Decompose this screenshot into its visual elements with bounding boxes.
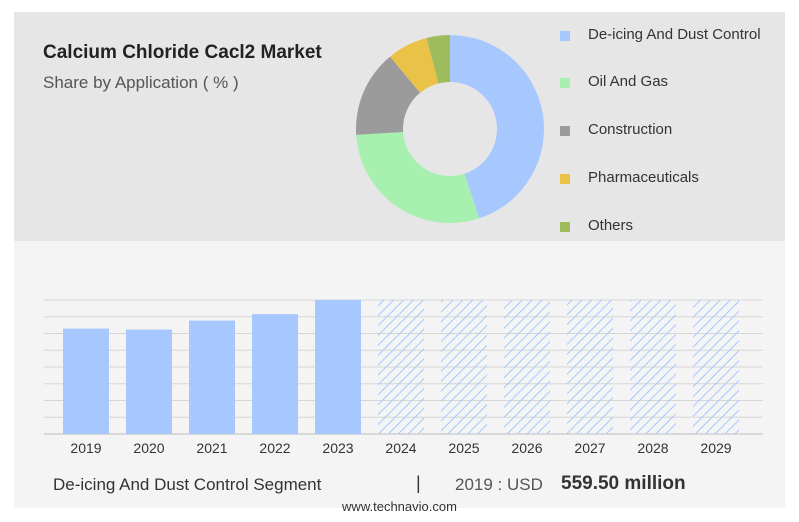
donut-chart (356, 35, 544, 223)
footer-year-label: 2019 : USD (455, 475, 543, 494)
bar-2023 (315, 300, 361, 434)
x-tick-label: 2021 (196, 440, 227, 456)
forecast-bar-2028 (630, 300, 676, 434)
bar-2020 (126, 329, 172, 434)
chart-subtitle: Share by Application ( % ) (43, 73, 239, 92)
x-tick-label: 2023 (322, 440, 353, 456)
legend-label: Oil And Gas (588, 73, 669, 90)
legend-label: De-icing And Dust Control (588, 26, 761, 43)
bar-2022 (252, 314, 298, 434)
donut-slice-4 (426, 35, 450, 84)
legend-swatch (560, 78, 570, 88)
donut-legend: De-icing And Dust Control Oil And Gas Cons… (560, 0, 780, 241)
x-tick-label: 2027 (574, 440, 605, 456)
forecast-bar-2027 (567, 300, 613, 434)
legend-swatch (560, 126, 570, 136)
donut-slice-0 (450, 35, 544, 219)
legend-swatch (560, 174, 570, 184)
x-tick-label: 2029 (700, 440, 731, 456)
footer-segment-label: De-icing And Dust Control Segment (53, 475, 322, 494)
donut-slice-1 (356, 131, 480, 223)
bar-2021 (189, 320, 235, 434)
x-tick-label: 2025 (448, 440, 479, 456)
x-tick-label: 2019 (70, 440, 101, 456)
legend-swatch (560, 31, 570, 41)
forecast-bar-2029 (693, 300, 739, 434)
x-tick-label: 2026 (511, 440, 542, 456)
legend-label: Construction (588, 121, 673, 138)
x-tick-label: 2022 (259, 440, 290, 456)
donut-slice-2 (356, 56, 421, 135)
legend-label: Others (588, 217, 634, 234)
bar-chart: 2019 2020 2021 2022 2023 2024 2025 2026 2027 2028… (44, 299, 763, 456)
forecast-bar-2026 (504, 300, 550, 434)
footer-separator: | (416, 473, 421, 493)
chart-title: Calcium Chloride Cacl2 Market (43, 42, 322, 63)
forecast-bar-2025 (441, 300, 487, 434)
legend-swatch (560, 222, 570, 232)
forecast-bar-2024 (378, 300, 424, 434)
x-tick-label: 2028 (637, 440, 668, 456)
source-credit: www.technavio.com (342, 499, 457, 514)
footer-value: 559.50 million (561, 473, 686, 494)
x-tick-label: 2024 (385, 440, 416, 456)
bar-2019 (63, 328, 109, 434)
x-tick-label: 2020 (133, 440, 164, 456)
legend-label: Pharmaceuticals (588, 169, 699, 186)
donut-slice-3 (390, 37, 439, 93)
